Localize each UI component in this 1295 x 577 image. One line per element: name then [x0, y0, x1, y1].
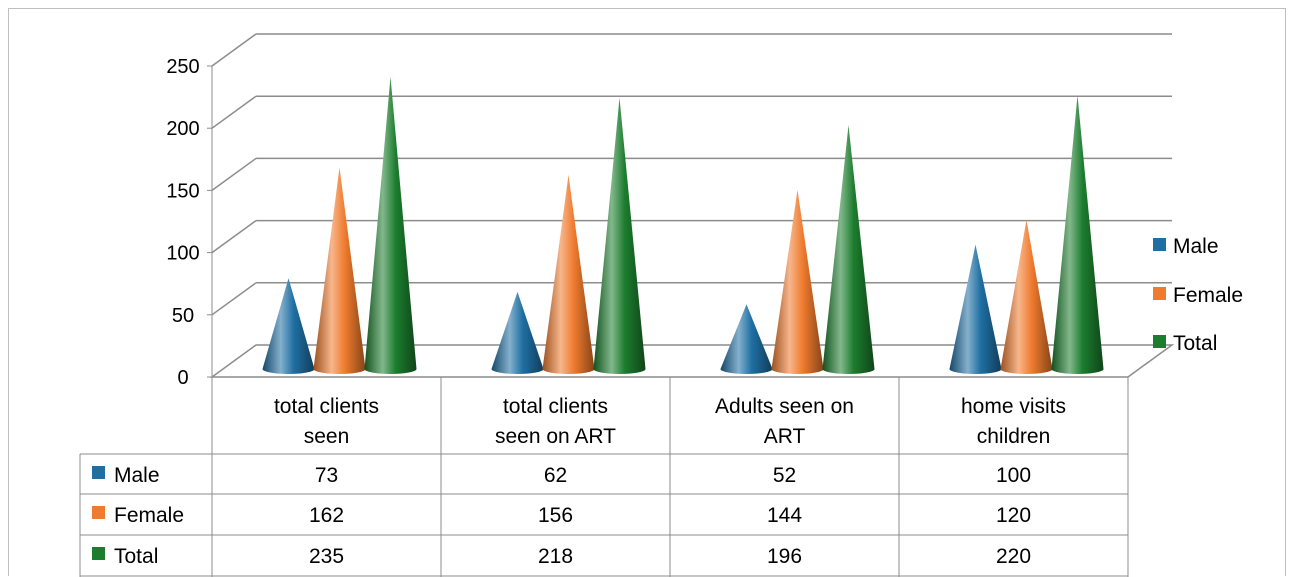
cone-total — [1051, 95, 1104, 374]
chart-floor — [209, 344, 1175, 378]
y-tick-label: 0 — [177, 367, 188, 389]
cone-female — [542, 174, 595, 374]
category-label: seen on ART — [495, 425, 616, 448]
gridline-diagonal — [211, 282, 257, 316]
y-tick-label: 200 — [166, 118, 199, 140]
table-swatch-male — [92, 466, 105, 479]
legend-label-total: Total — [1173, 332, 1217, 355]
table-cell: 52 — [773, 464, 796, 487]
legend-label-male: Male — [1173, 235, 1219, 258]
cone-female — [313, 167, 366, 374]
legend-swatch-female — [1153, 287, 1166, 300]
category-label: Adults seen on — [715, 395, 854, 418]
cone-male — [949, 244, 1002, 374]
table-cell: 156 — [538, 504, 573, 527]
table-cell: 220 — [996, 545, 1031, 568]
legend-label-female: Female — [1173, 284, 1243, 307]
y-tick-label: 150 — [166, 180, 199, 202]
category-label: total clients — [274, 395, 379, 418]
table-cell: 62 — [544, 464, 567, 487]
cone-total — [364, 76, 417, 374]
category-label: ART — [764, 425, 806, 448]
table-cell: 73 — [315, 464, 338, 487]
category-label: seen — [304, 425, 350, 448]
gridline-diagonal — [211, 95, 257, 129]
table-row-label-total: Total — [114, 545, 158, 568]
table-row-label-female: Female — [114, 504, 184, 527]
table-cell: 218 — [538, 545, 573, 568]
table-cell: 196 — [767, 545, 802, 568]
table-row-label-male: Male — [114, 464, 160, 487]
category-label: total clients — [503, 395, 608, 418]
cone-total — [593, 97, 646, 375]
cone-male — [262, 278, 315, 374]
chart-walls — [209, 344, 1175, 378]
table-swatch-total — [92, 547, 105, 560]
legend: Male Female Total — [1153, 235, 1243, 355]
cone-male — [720, 304, 773, 374]
cone-female — [771, 189, 824, 374]
table-swatch-female — [92, 506, 105, 519]
y-tick-label: 100 — [166, 243, 199, 265]
gridline-diagonal — [211, 219, 257, 254]
y-axis: 0 50 100 150 200 250 — [166, 56, 213, 389]
table-cell: 144 — [767, 504, 802, 527]
chart-cones — [262, 76, 1104, 375]
legend-swatch-male — [1153, 238, 1166, 251]
y-tick-label: 50 — [172, 305, 194, 327]
gridline-diagonal — [211, 157, 257, 192]
table-cell: 120 — [996, 504, 1031, 527]
y-tick-label: 250 — [166, 56, 199, 78]
chart-frame — [8, 8, 1286, 576]
gridline-diagonal — [211, 33, 257, 67]
table-cell: 162 — [309, 504, 344, 527]
legend-swatch-total — [1153, 335, 1166, 348]
table-cell: 235 — [309, 545, 344, 568]
category-label: children — [977, 425, 1051, 448]
category-label: home visits — [961, 395, 1066, 418]
cone-female — [1000, 219, 1053, 374]
cone-total — [822, 125, 875, 375]
table-cell: 100 — [996, 464, 1031, 487]
data-table: total clients seen total clients seen on AR… — [79, 377, 1129, 577]
cone-male — [491, 291, 544, 374]
